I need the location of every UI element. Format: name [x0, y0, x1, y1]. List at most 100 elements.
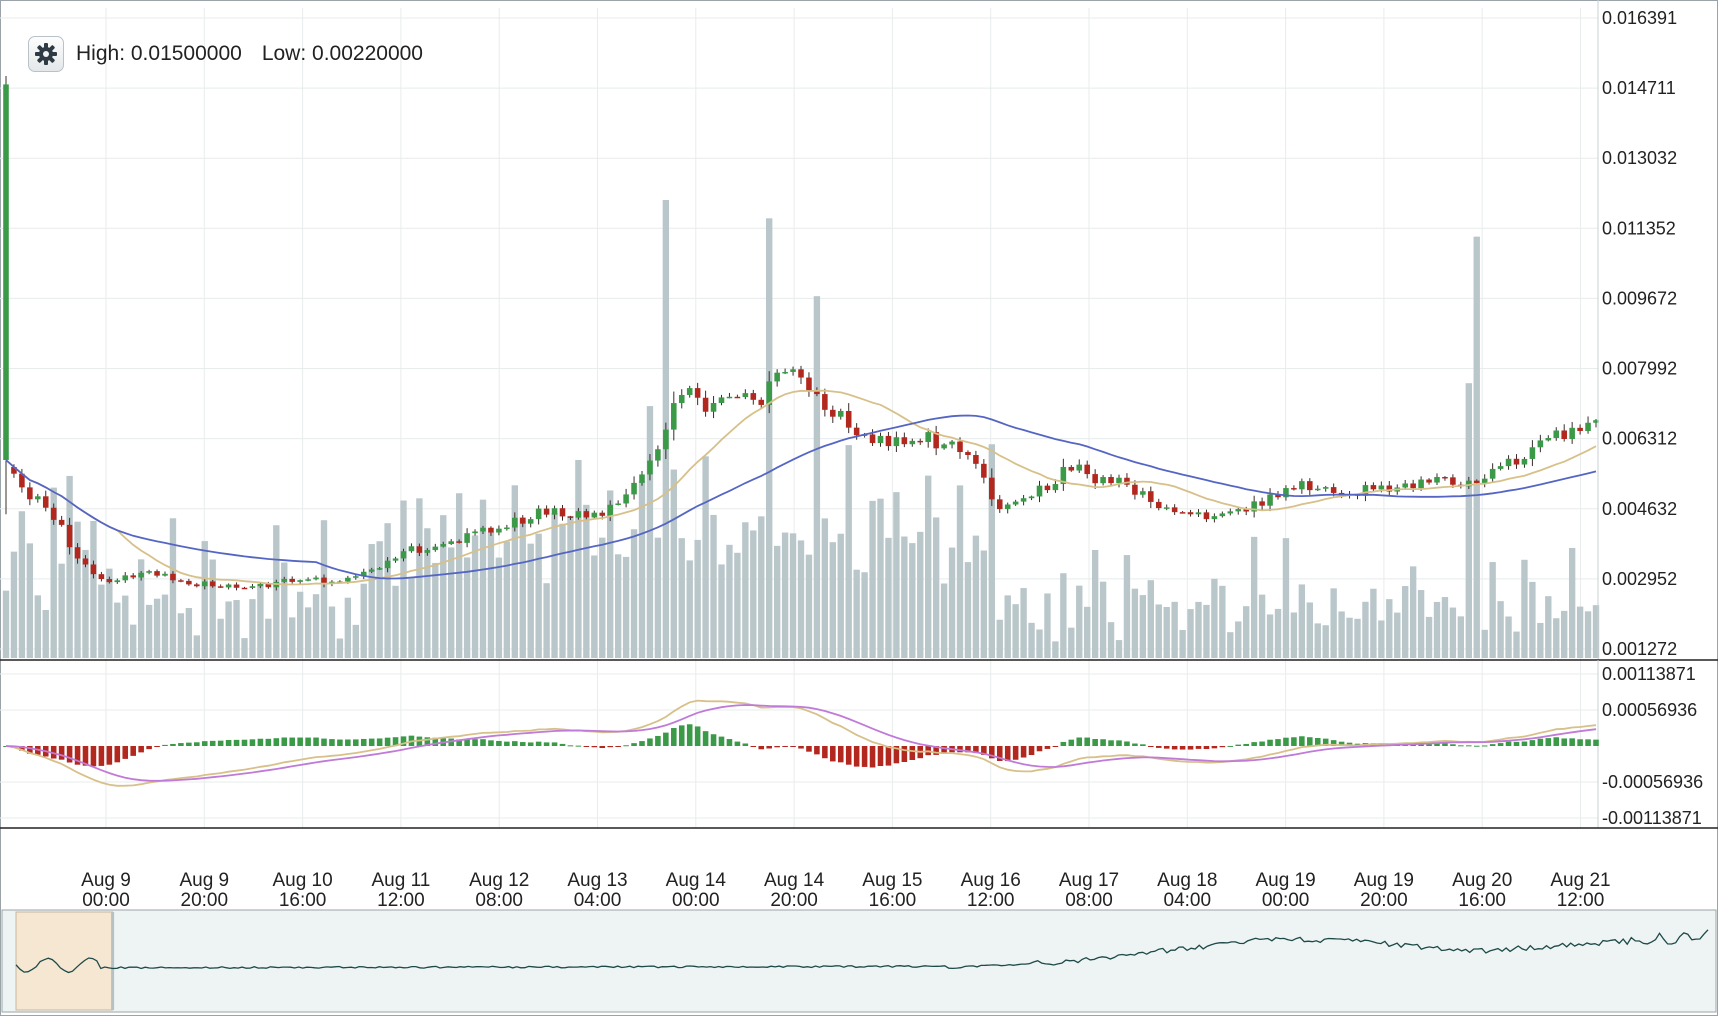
volume-bar	[392, 585, 399, 658]
candle	[758, 397, 765, 409]
volume-bar	[416, 498, 423, 658]
volume-bar	[1235, 621, 1242, 658]
volume-bar	[1203, 604, 1210, 658]
macd-histogram-bar	[504, 741, 510, 746]
volume-bar	[312, 594, 320, 658]
candle	[1227, 508, 1234, 516]
volume-bar	[1561, 610, 1568, 658]
macd-histogram-bar	[337, 739, 343, 746]
volume-bar	[2, 590, 10, 658]
candle	[639, 470, 645, 486]
macd-histogram-bar	[82, 746, 89, 766]
candle	[941, 443, 947, 450]
volume-bar	[710, 514, 717, 658]
volume-bar	[511, 485, 518, 658]
candle	[1155, 498, 1162, 511]
volume-bar	[241, 638, 248, 658]
macd-histogram-bar	[1505, 741, 1512, 746]
high-low-panel: High: 0.01500000 Low: 0.00220000	[28, 34, 423, 74]
volume-bar	[1513, 631, 1520, 658]
macd-histogram-bar	[233, 739, 240, 746]
volume-bar	[646, 406, 654, 658]
volume-bar	[932, 517, 940, 658]
candle	[114, 578, 121, 584]
macd-histogram-bar	[1028, 746, 1035, 756]
candle	[353, 574, 359, 580]
volume-bar	[694, 539, 701, 658]
macd-histogram-bar	[973, 746, 979, 754]
macd-histogram-bar	[1044, 746, 1051, 749]
candle	[432, 543, 439, 552]
candle	[496, 525, 502, 536]
candle	[1187, 509, 1194, 517]
macd-histogram-bar	[981, 746, 987, 755]
candle	[241, 586, 248, 590]
volume-bar	[1115, 640, 1123, 658]
macd-histogram-bar	[519, 742, 526, 746]
macd-histogram-bar	[631, 743, 637, 746]
macd-histogram-bar	[114, 746, 121, 763]
macd-histogram-bar	[599, 746, 606, 749]
macd-histogram-bar	[209, 740, 216, 746]
candle	[718, 394, 725, 406]
volume-bar	[18, 511, 26, 658]
candle	[925, 428, 931, 448]
candle	[130, 573, 136, 580]
macd-histogram-bar	[313, 737, 319, 746]
macd-histogram-bar	[845, 746, 852, 765]
moving-average-lines	[5, 389, 1597, 586]
volume-bar	[1465, 383, 1472, 658]
candle	[726, 392, 733, 399]
candle	[837, 408, 844, 420]
candle	[1068, 465, 1075, 472]
volume-bar	[185, 607, 193, 658]
macd-histogram-bar	[607, 746, 613, 748]
macd-histogram-bar	[1235, 744, 1242, 746]
macd-histogram-bar	[58, 746, 65, 760]
macd-histogram-bar	[1100, 739, 1106, 746]
macd-histogram-bar	[957, 746, 963, 753]
volume-bar	[1155, 604, 1162, 658]
volume-bar	[1298, 584, 1306, 658]
candle	[1076, 459, 1083, 473]
candle	[249, 583, 256, 590]
volume-bar	[90, 520, 97, 658]
volume-bar	[1091, 550, 1099, 658]
candle	[519, 515, 526, 528]
candle	[106, 576, 113, 584]
volume-bar	[432, 562, 439, 658]
candle	[1402, 479, 1408, 490]
volume-bar	[1592, 605, 1600, 658]
macd-histogram-bar	[718, 736, 725, 746]
macd-histogram-bar	[512, 741, 518, 746]
settings-button[interactable]	[28, 36, 64, 72]
candle	[1060, 458, 1067, 491]
volume-bar	[66, 475, 73, 658]
macd-histogram-bar	[1267, 739, 1273, 746]
time-tick-time: 12:00	[1557, 890, 1605, 911]
volume-bar	[10, 551, 18, 658]
volume-bar	[249, 599, 256, 658]
macd-histogram-bar	[671, 728, 677, 746]
volume-bar	[368, 544, 375, 658]
navigator-selection	[15, 911, 114, 1011]
price-tick-label: 0.013032	[1602, 148, 1677, 168]
macd-histogram-bar	[1052, 746, 1059, 747]
volume-bar	[861, 572, 868, 658]
volume-bar	[1179, 629, 1186, 658]
volume-bar	[98, 584, 105, 658]
volume-bar	[1386, 599, 1393, 658]
macd-histogram-bar	[1577, 739, 1583, 746]
time-tick-time: 08:00	[1065, 890, 1113, 911]
volume-bar	[137, 559, 145, 658]
candle	[893, 431, 900, 452]
volume-bar	[837, 533, 844, 658]
candle	[949, 439, 955, 449]
volume-bar	[1282, 538, 1290, 658]
candle	[567, 515, 574, 520]
time-tick-time: 16:00	[279, 890, 327, 911]
volume-bar	[622, 556, 630, 658]
macd-histogram-bar	[527, 742, 534, 746]
